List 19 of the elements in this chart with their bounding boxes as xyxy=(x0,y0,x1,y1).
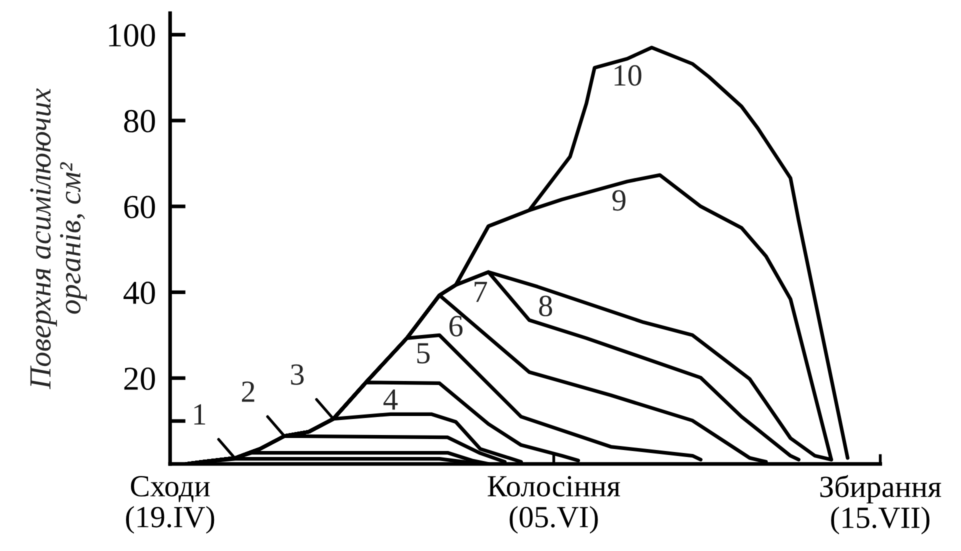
annotation: 7 xyxy=(474,282,488,302)
annotation: 2 xyxy=(242,381,254,402)
annotation: 1 xyxy=(194,404,206,424)
annotation: 8 xyxy=(539,296,552,316)
y-tick-label: 80 xyxy=(124,110,155,132)
y-axis-title: Поверхня асимілюючих органів, см² xyxy=(30,88,87,390)
annotation: 6 xyxy=(449,316,463,336)
annotation: 3 xyxy=(291,364,304,385)
x-tick-label: Збирання (15.VII) xyxy=(820,475,942,534)
annotation: 5 xyxy=(417,343,430,364)
x-tick-label: Колосіння (05.VI) xyxy=(488,476,620,534)
annotation: 9 xyxy=(612,190,626,211)
y-tick-label: 100 xyxy=(109,24,155,47)
annotation: 4 xyxy=(383,389,398,410)
y-tick-label: 20 xyxy=(124,367,155,390)
y-tick-label: 40 xyxy=(124,282,155,304)
y-tick-label: 60 xyxy=(124,196,155,218)
x-tick-label: Сходи (19.IV) xyxy=(126,476,214,534)
annotation: 10 xyxy=(614,65,642,86)
